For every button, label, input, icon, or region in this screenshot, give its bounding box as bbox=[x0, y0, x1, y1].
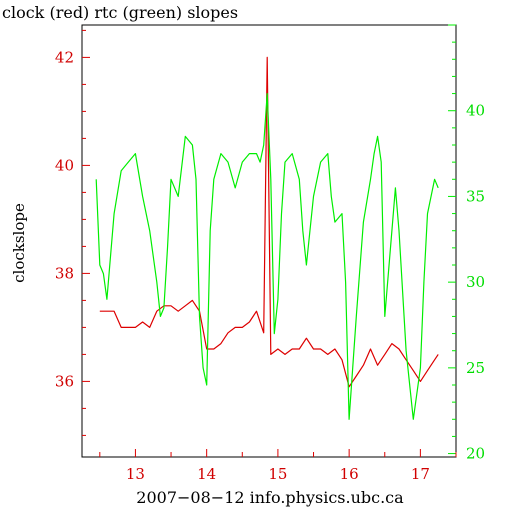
bottom-tick-label: 16 bbox=[340, 465, 359, 483]
left-tick-label: 38 bbox=[55, 264, 74, 282]
right-tick-label: 30 bbox=[466, 273, 485, 291]
right-tick-label: 25 bbox=[466, 359, 485, 377]
plot-frame bbox=[81, 24, 457, 458]
left-tick-label: 40 bbox=[55, 156, 74, 174]
bottom-tick-label: 14 bbox=[197, 465, 216, 483]
bottom-tick-label: 13 bbox=[126, 465, 145, 483]
right-tick-label: 35 bbox=[466, 187, 485, 205]
bottom-tick-label: 15 bbox=[268, 465, 287, 483]
bottom-axis: 13 14 15 16 17 bbox=[99, 449, 457, 483]
left-axis: 36 38 40 42 bbox=[55, 29, 90, 436]
left-tick-label: 36 bbox=[55, 372, 74, 390]
y-axis-label: clockslope bbox=[10, 203, 28, 283]
right-tick-label: 40 bbox=[466, 102, 485, 120]
right-axis: 20 25 30 35 40 bbox=[448, 24, 485, 463]
clock-series-line bbox=[99, 56, 439, 388]
right-tick-label: 20 bbox=[466, 445, 485, 463]
rtc-series-line bbox=[95, 92, 439, 420]
bottom-tick-label: 17 bbox=[411, 465, 430, 483]
left-tick-label: 42 bbox=[55, 48, 74, 66]
x-axis-label: 2007−08−12 info.physics.ubc.ca bbox=[136, 488, 404, 507]
chart-title: clock (red) rtc (green) slopes bbox=[2, 3, 238, 22]
series-layer bbox=[95, 56, 439, 420]
